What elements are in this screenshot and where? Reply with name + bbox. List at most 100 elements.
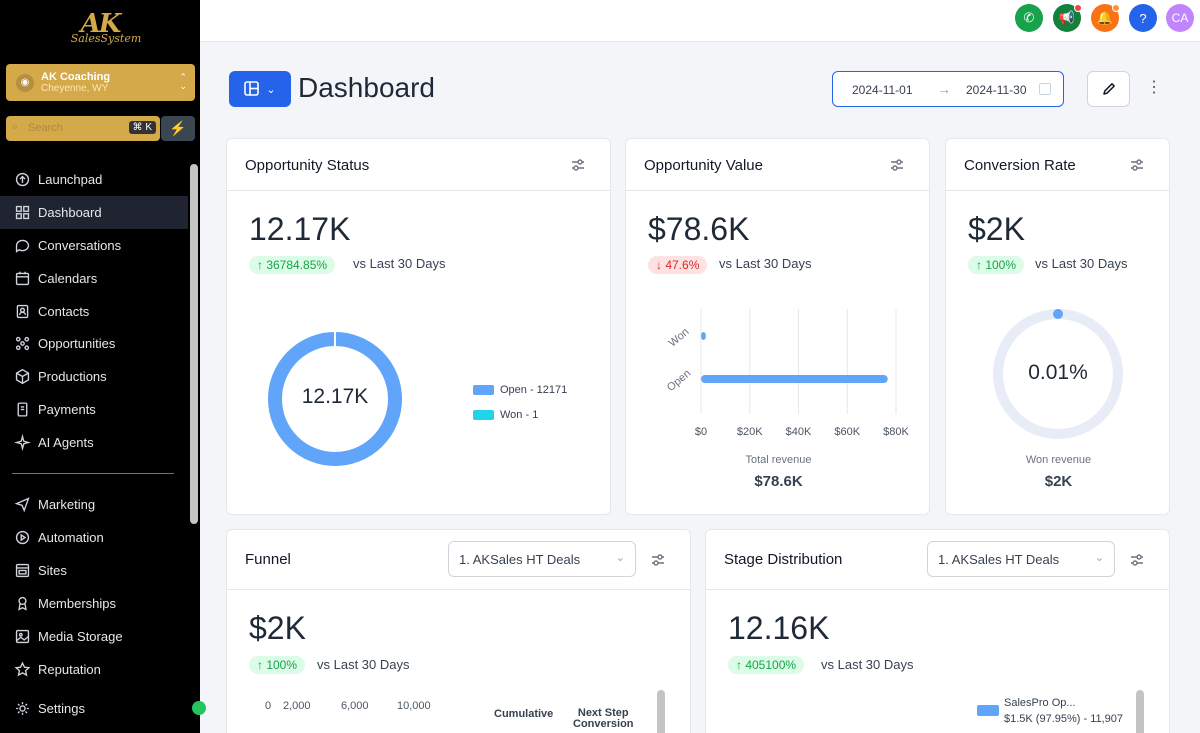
x-tick-label: $60K xyxy=(834,426,860,438)
sidebar-divider xyxy=(12,473,174,474)
more-options-icon[interactable]: ⋮ xyxy=(1146,79,1162,96)
opportunity-status-card: Opportunity Status 12.17K ↑ 36784.85% vs… xyxy=(226,138,611,515)
bell-icon[interactable]: 🔔 xyxy=(1091,4,1120,32)
date-from[interactable]: 2024-11-01 xyxy=(852,83,913,97)
cumulative-column-header: Cumulative xyxy=(494,708,554,720)
stage-scrollbar[interactable] xyxy=(1136,690,1144,733)
legend-value: $1.5K (97.95%) - 11,907 xyxy=(1004,713,1124,725)
arrow-right-icon: → xyxy=(937,81,951,97)
card-header: Funnel 1. AKSales HT Deals ⌄ xyxy=(227,530,690,590)
filter-icon[interactable] xyxy=(1129,157,1145,173)
sidebar-item-productions[interactable]: Productions xyxy=(0,360,188,393)
metric-value: 12.16K xyxy=(728,610,830,646)
gear-icon xyxy=(12,699,32,719)
box-icon xyxy=(12,367,32,387)
sidebar-item-media-storage[interactable]: Media Storage xyxy=(0,620,188,653)
sidebar-item-marketing[interactable]: Marketing xyxy=(0,488,188,521)
donut-center-label: 12.17K xyxy=(301,385,369,408)
chart-legend: Open - 12171 Won - 1 xyxy=(473,377,567,427)
opportunities-icon xyxy=(12,334,32,354)
user-avatar[interactable]: CA xyxy=(1166,4,1194,32)
sidebar-item-label: Memberships xyxy=(38,596,117,611)
account-switcher[interactable]: ◉ AK Coaching Cheyenne, WY ⌃ ⌄ xyxy=(6,64,195,101)
dashboard-switcher-button[interactable]: ⌄ xyxy=(229,71,291,107)
x-tick-label: $20K xyxy=(737,426,763,438)
metric-value: $78.6K xyxy=(648,211,750,247)
brand-logo[interactable]: AK SalesSystem xyxy=(70,9,142,45)
footer-label: Total revenue xyxy=(745,454,812,466)
automation-icon xyxy=(12,528,32,548)
sidebar-item-conversations[interactable]: Conversations xyxy=(0,229,188,262)
search-icon: ⌕ xyxy=(12,121,19,133)
sidebar-item-contacts[interactable]: Contacts xyxy=(0,295,188,328)
rocket-icon xyxy=(12,170,32,190)
sidebar-scrollbar[interactable] xyxy=(190,164,198,524)
change-badge: ↑ 405100% xyxy=(728,656,805,674)
sidebar-item-label: Automation xyxy=(38,530,104,545)
sidebar-item-ai-agents[interactable]: AI Agents xyxy=(0,426,188,459)
search-input[interactable]: ⌕ Search ⌘ K xyxy=(6,116,160,141)
footer-label: Won revenue xyxy=(1025,454,1092,466)
media-icon xyxy=(12,627,32,647)
filter-icon[interactable] xyxy=(1129,552,1145,568)
chevron-updown-icon: ⌃ ⌄ xyxy=(179,72,187,91)
chevron-down-icon: ⌄ xyxy=(1094,552,1104,564)
y-tick-label: Open xyxy=(665,367,693,393)
sidebar-item-dashboard[interactable]: Dashboard xyxy=(0,196,188,229)
card-title: Opportunity Status xyxy=(245,157,370,174)
pipeline-select[interactable]: 1. AKSales HT Deals ⌄ xyxy=(448,541,636,577)
sidebar-item-label: Conversations xyxy=(38,238,122,253)
pipeline-select[interactable]: 1. AKSales HT Deals ⌄ xyxy=(927,541,1115,577)
sparkle-icon xyxy=(12,433,32,453)
x-tick-label: $0 xyxy=(695,426,707,438)
sidebar: AK SalesSystem ◉ AK Coaching Cheyenne, W… xyxy=(0,0,206,733)
sidebar-item-memberships[interactable]: Memberships xyxy=(0,587,188,620)
notification-dot xyxy=(1112,4,1120,12)
chat-icon xyxy=(12,236,32,256)
help-icon[interactable]: ? xyxy=(1129,4,1157,32)
bar-open[interactable] xyxy=(701,375,888,383)
account-location: Cheyenne, WY xyxy=(41,83,109,94)
collapse-sidebar-button[interactable] xyxy=(192,701,206,715)
card-title: Conversion Rate xyxy=(964,157,1076,174)
stage-distribution-card: Stage Distribution 1. AKSales HT Deals ⌄… xyxy=(705,529,1170,733)
sidebar-item-payments[interactable]: Payments xyxy=(0,393,188,426)
date-range-picker[interactable]: 2024-11-01 → 2024-11-30 xyxy=(832,71,1064,107)
star-icon xyxy=(12,660,32,680)
sidebar-item-settings[interactable]: Settings xyxy=(0,692,188,725)
gauge-center-label: 0.01% xyxy=(1028,361,1088,384)
footer-value: $2K xyxy=(1044,473,1073,490)
metric-value: $2K xyxy=(968,211,1025,247)
change-badge: ↓ 47.6% xyxy=(648,256,708,274)
sidebar-item-sites[interactable]: Sites xyxy=(0,554,188,587)
filter-icon[interactable] xyxy=(570,157,586,173)
conversion-column-header: Next Step Conversion xyxy=(573,707,634,730)
legend-item[interactable]: Open - 12171 xyxy=(473,377,567,402)
notification-dot xyxy=(1074,4,1082,12)
filter-icon[interactable] xyxy=(889,157,905,173)
megaphone-icon[interactable]: 📢 xyxy=(1053,4,1082,32)
x-tick-label: $40K xyxy=(786,426,812,438)
footer-value: $78.6K xyxy=(754,473,803,490)
filter-icon[interactable] xyxy=(650,552,666,568)
funnel-scrollbar[interactable] xyxy=(657,690,665,733)
sidebar-item-reputation[interactable]: Reputation xyxy=(0,653,188,686)
sidebar-item-automation[interactable]: Automation xyxy=(0,521,188,554)
sidebar-item-calendars[interactable]: Calendars xyxy=(0,262,188,295)
sidebar-item-launchpad[interactable]: Launchpad xyxy=(0,163,188,196)
date-to[interactable]: 2024-11-30 xyxy=(966,83,1027,97)
phone-icon[interactable]: ✆ xyxy=(1015,4,1043,32)
quick-action-button[interactable]: ⚡ xyxy=(161,116,195,141)
sidebar-item-opportunities[interactable]: Opportunities xyxy=(0,327,188,360)
y-tick-label: Won xyxy=(667,326,692,350)
edit-dashboard-button[interactable] xyxy=(1087,71,1130,107)
legend-item[interactable]: Won - 1 xyxy=(473,402,567,427)
metric-value: 12.17K xyxy=(249,211,351,247)
funnel-tick-label: 6,000 xyxy=(341,700,369,712)
x-tick-label: $80K xyxy=(883,426,909,438)
comparison-label: vs Last 30 Days xyxy=(353,256,446,271)
chevron-down-icon: ⌄ xyxy=(266,83,276,96)
bar-won[interactable] xyxy=(701,332,706,340)
bolt-icon: ⚡ xyxy=(169,120,187,136)
comparison-label: vs Last 30 Days xyxy=(1035,256,1128,271)
